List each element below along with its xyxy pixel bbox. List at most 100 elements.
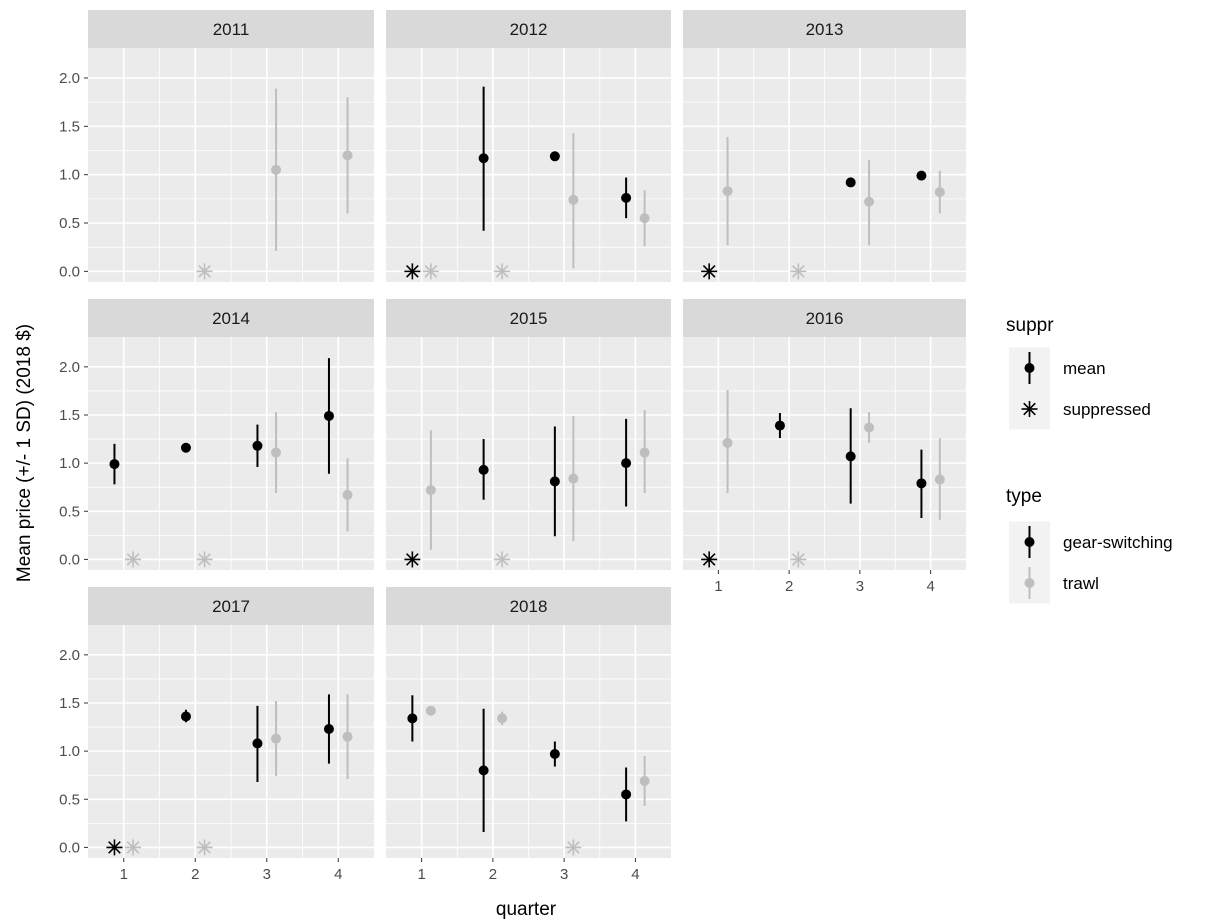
trawl-mean-point [342,731,353,742]
trawl-suppressed-marker [790,551,807,568]
facet-strip [683,299,966,337]
facet-strip [386,587,671,625]
trawl-mean-point [639,447,650,458]
x-tick-label: 1 [714,578,722,595]
asterisk-stroke [1023,402,1036,416]
x-axis-title: quarter [496,899,557,920]
gear-switching-mean-point [478,464,489,475]
trawl-mean-point [934,187,945,198]
trawl-suppressed-marker [422,263,439,280]
facet-panels: 2011 2012 2013 2014 2015 2016 2017 2018 [88,10,966,858]
trawl-suppressed-marker [125,551,142,568]
x-tick-label: 3 [560,866,568,883]
y-tick-label: 1.0 [59,167,80,184]
gear-switching-mean-point [549,151,560,162]
x-tick-label: 3 [856,578,864,595]
facet-strip [88,299,374,337]
trawl-mean-point [722,437,733,448]
asterisk-stroke [198,553,211,566]
y-tick-label: 1.5 [59,695,80,712]
facet-strip-label: 2015 [510,309,548,328]
trawl-mean-point [342,150,353,161]
x-tick-label: 4 [631,866,639,883]
axes: 0.0 0.5 1.0 1.5 2.0 0.0 0.5 1.0 1.5 2.0 0.0 0.5 1.0 1… [59,70,935,883]
x-tick-label: 1 [417,866,425,883]
facet-strip-label: 2011 [213,20,250,39]
trawl-mean-point [497,713,508,724]
trawl-mean-point [425,705,436,716]
gear-switching-mean-point [109,459,120,470]
gear-switching-mean-point [252,440,263,451]
facet-strip-label: 2014 [212,309,250,328]
gear-switching-mean-point [180,442,191,453]
trawl-mean-point [568,194,579,205]
facet-strip [88,10,374,48]
trawl-suppressed-marker [125,839,142,856]
gear-switching-mean-point [845,451,856,462]
facet-strip [386,299,671,337]
gear-switching-mean-point [478,765,489,776]
asterisk-stroke [791,265,805,278]
facet-strip-label: 2017 [212,597,250,616]
gear-switching-mean-point [549,476,560,487]
gear-switching-suppressed-marker [701,263,718,280]
gear-switching-mean-point [774,420,785,431]
trawl-suppressed-marker [196,551,213,568]
legend-group-suppr: suppr mean suppressed [1006,315,1151,430]
trawl-mean-point [271,447,282,458]
gear-switching-mean-point [478,153,489,164]
trawl-mean-point [864,422,875,433]
trawl-suppressed-marker [494,551,511,568]
trawl-mean-point [639,775,650,786]
asterisk-stroke [791,553,805,566]
asterisk-stroke [406,553,419,566]
gear-switching-mean-point [621,192,632,203]
asterisk-stroke [702,553,716,566]
legend-label: trawl [1063,574,1099,593]
gear-switching-mean-point [916,170,927,181]
facet-panel-2018: 2018 [386,587,671,858]
asterisk-stroke [406,265,419,278]
gear-switching-suppressed-marker [106,839,123,856]
gear-switching-mean-point [916,478,927,489]
facet-panel-2015: 2015 [386,299,671,570]
gear-switching-mean-point [407,713,418,724]
trawl-mean-point [568,473,579,484]
legend-label: gear-switching [1063,533,1173,552]
y-tick-label: 2.0 [59,70,80,87]
gear-switching-mean-point [323,410,334,421]
gear-switching-mean-point [549,749,560,760]
legend-group-type: type gear-switching trawl [1006,486,1173,604]
legend-point-icon [1024,363,1035,373]
gear-switching-mean-point [621,458,632,469]
asterisk-stroke [495,265,509,278]
asterisk-stroke [495,553,509,566]
facet-panel-2016: 2016 [683,299,966,570]
trawl-mean-point [342,489,353,500]
gear-switching-suppressed-marker [404,263,421,280]
gear-switching-mean-point [252,738,263,749]
gear-switching-mean-point [621,789,632,800]
trawl-mean-point [722,186,733,197]
y-tick-label: 0.5 [59,791,80,808]
facet-panel-2014: 2014 [88,299,374,570]
y-tick-label: 1.0 [59,743,80,760]
asterisk-stroke [126,553,140,566]
facet-strip-label: 2013 [806,20,844,39]
trawl-mean-point [271,733,282,744]
x-tick-label: 1 [120,866,128,883]
gear-switching-suppressed-marker [404,551,421,568]
gear-switching-suppressed-marker [701,551,718,568]
facet-panel-2013: 2013 [683,10,966,282]
legend-label: mean [1063,359,1106,378]
trawl-suppressed-marker [196,263,213,280]
legend-title: type [1006,486,1042,507]
trawl-suppressed-marker [494,263,511,280]
trawl-suppressed-marker [196,839,213,856]
y-tick-label: 0.5 [59,215,80,232]
trawl-mean-point [271,164,282,175]
x-tick-label: 2 [785,578,793,595]
gear-switching-mean-point [180,711,191,722]
legend-point-icon [1024,537,1035,547]
